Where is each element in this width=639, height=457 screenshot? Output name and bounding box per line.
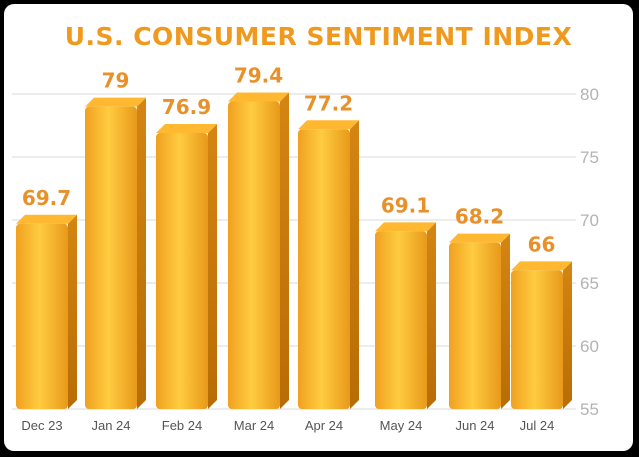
bar <box>449 233 510 409</box>
bar-top <box>298 120 359 130</box>
bar-front <box>449 242 501 409</box>
bar <box>228 92 289 409</box>
data-label: 69.7 <box>22 186 71 210</box>
y-tick-label: 60 <box>580 337 599 356</box>
bar-top <box>375 222 436 232</box>
bar <box>16 214 77 409</box>
x-tick-label: Dec 23 <box>21 418 62 433</box>
y-tick-label: 65 <box>580 274 599 293</box>
bar-front <box>16 223 68 409</box>
bar <box>511 261 572 409</box>
y-tick-label: 70 <box>580 211 599 230</box>
bar-side <box>137 97 146 409</box>
bar <box>85 97 146 409</box>
bar <box>298 120 359 409</box>
bar-side <box>280 92 289 409</box>
bar-side <box>208 124 217 409</box>
bar-top <box>511 261 572 271</box>
bar-top <box>449 233 510 243</box>
x-tick-label: Mar 24 <box>234 418 274 433</box>
bar-top <box>16 214 77 224</box>
data-label: 79 <box>102 69 130 93</box>
bar-side <box>350 120 359 409</box>
bar-front <box>298 129 350 409</box>
data-label: 66 <box>528 232 556 256</box>
bar-top <box>156 124 217 134</box>
bar <box>156 124 217 409</box>
data-label: 69.1 <box>381 193 430 217</box>
x-tick-label: Feb 24 <box>162 418 202 433</box>
bar-chart: 55 60 65 70 75 80 69.7 Dec 23 79 Jan 24 76.9 Feb 24… <box>12 64 599 433</box>
chart-frame: U.S. CONSUMER SENTIMENT INDEX 55 60 65 70 75… <box>4 4 633 451</box>
bar-top <box>228 92 289 102</box>
x-tick-label: Apr 24 <box>305 418 343 433</box>
bar-side <box>427 222 436 409</box>
y-tick-label: 80 <box>580 85 599 104</box>
bar-side <box>563 261 572 409</box>
x-tick-label: May 24 <box>380 418 423 433</box>
bar-front <box>156 133 208 409</box>
bar-top <box>85 97 146 107</box>
bar-front <box>85 106 137 409</box>
x-tick-label: Jul 24 <box>520 418 555 433</box>
bar-side <box>68 214 77 409</box>
bar-side <box>501 233 510 409</box>
bar-front <box>228 101 280 409</box>
data-label: 79.4 <box>234 64 283 88</box>
y-tick-label: 75 <box>580 148 599 167</box>
data-label: 68.2 <box>455 205 504 229</box>
bar-front <box>511 270 563 409</box>
x-tick-label: Jan 24 <box>91 418 130 433</box>
data-label: 76.9 <box>162 95 211 119</box>
bar-front <box>375 231 427 409</box>
chart-title: U.S. CONSUMER SENTIMENT INDEX <box>64 22 573 51</box>
x-tick-label: Jun 24 <box>455 418 494 433</box>
data-label: 77.2 <box>304 91 353 115</box>
bar <box>375 222 436 409</box>
y-tick-label: 55 <box>580 400 599 419</box>
